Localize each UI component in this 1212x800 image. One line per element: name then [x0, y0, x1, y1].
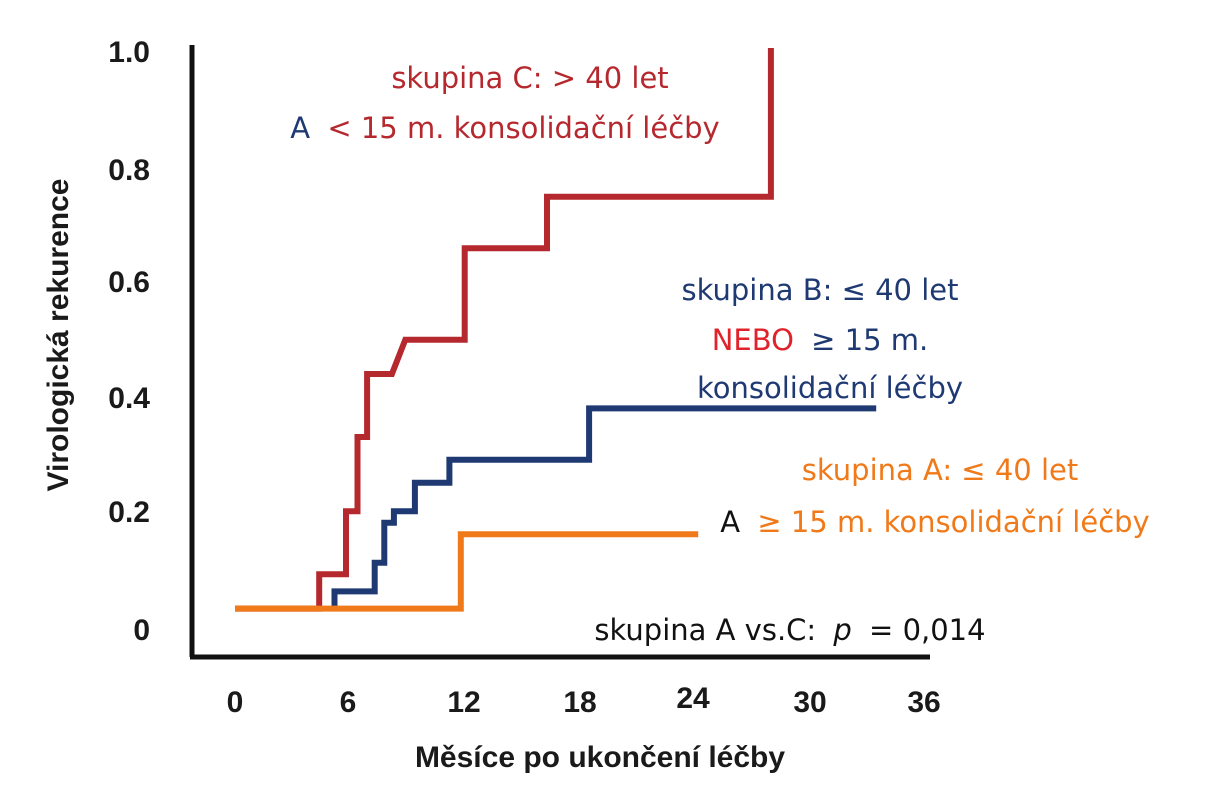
annotation-group-b-criteria: ≥ 15 m. [811, 323, 928, 357]
annotation-group-c-line1: skupina C: > 40 let [391, 61, 668, 95]
annotation-pvalue-label: skupina A vs.C: [594, 613, 816, 647]
annotation-group-b-line3: konsolidační léčby [697, 371, 963, 405]
series-line-group-b [331, 405, 877, 609]
annotation-pvalue: skupina A vs.C: p = 0,014 [594, 613, 985, 647]
annotation-group-b-conj: NEBO [712, 323, 794, 357]
y-tick-label: 0.2 [108, 496, 150, 529]
y-tick-label: 1.0 [108, 36, 150, 69]
y-tick-label: 0 [133, 614, 150, 647]
annotation-group-a-line1: skupina A: ≤ 40 let [802, 453, 1078, 487]
x-axis-title: Měsíce po ukončení léčby [415, 741, 785, 774]
x-tick-label: 12 [447, 686, 480, 719]
y-tick-label: 0.8 [108, 154, 150, 187]
annotation-group-b-line1: skupina B: ≤ 40 let [681, 273, 958, 307]
y-tick-label: 0.4 [108, 382, 150, 415]
y-axis-title: Virologická rekurence [42, 179, 75, 492]
annotation-group-b-line2: NEBO ≥ 15 m. [712, 323, 929, 357]
series-line-group-c [235, 48, 774, 612]
annotation-group-a-conj: A [720, 505, 740, 539]
x-tick-label: 36 [907, 686, 940, 719]
annotation-group-c-criteria: < 15 m. konsolidační léčby [327, 111, 719, 145]
x-tick-label: 24 [676, 682, 710, 715]
annotation-group-c-conj: A [290, 111, 310, 145]
annotation-group-c-line2: A < 15 m. konsolidační léčby [290, 111, 719, 145]
y-tick-label: 0.6 [108, 266, 150, 299]
x-tick-label: 6 [340, 686, 357, 719]
annotation-group-a-criteria: ≥ 15 m. konsolidační léčby [757, 505, 1149, 539]
x-tick-label: 30 [793, 686, 826, 719]
annotation-pvalue-value: = 0,014 [869, 613, 986, 647]
x-tick-label: 18 [563, 686, 596, 719]
x-tick-label: 0 [227, 686, 244, 719]
series-line-group-a [235, 531, 699, 612]
annotation-group-a-line2: A ≥ 15 m. konsolidační léčby [720, 505, 1149, 539]
annotation-pvalue-symbol: p [832, 613, 851, 647]
